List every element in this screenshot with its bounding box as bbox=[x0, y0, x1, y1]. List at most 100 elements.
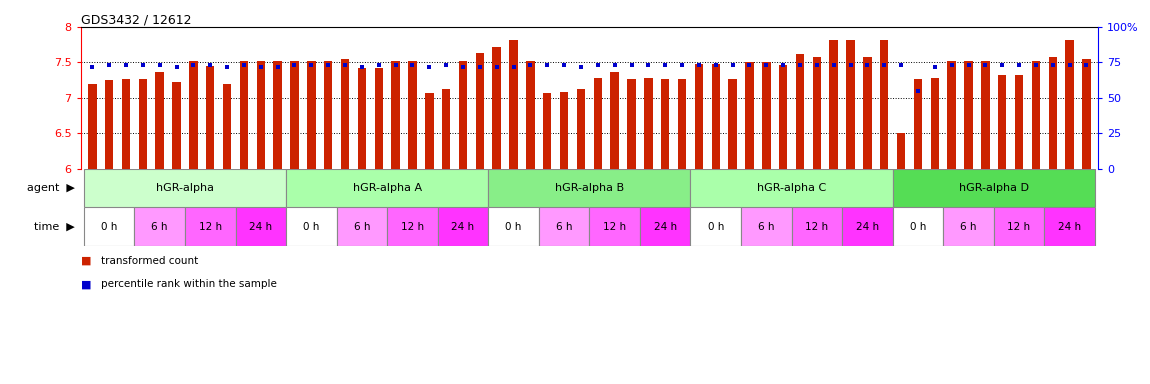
Bar bbox=[375, 68, 383, 169]
Bar bbox=[543, 93, 552, 169]
Text: 24 h: 24 h bbox=[653, 222, 676, 232]
Text: 0 h: 0 h bbox=[304, 222, 320, 232]
Bar bbox=[89, 84, 97, 169]
Bar bbox=[290, 61, 299, 169]
Bar bbox=[324, 61, 332, 169]
Bar bbox=[644, 78, 652, 169]
Bar bbox=[813, 58, 821, 169]
Bar bbox=[864, 57, 872, 169]
Bar bbox=[1014, 75, 1024, 169]
Bar bbox=[190, 61, 198, 169]
Text: 0 h: 0 h bbox=[707, 222, 724, 232]
Bar bbox=[695, 64, 703, 169]
Bar bbox=[438, 207, 489, 246]
Bar bbox=[1082, 59, 1090, 169]
Bar bbox=[539, 207, 590, 246]
Bar bbox=[358, 68, 366, 169]
Text: time  ▶: time ▶ bbox=[34, 222, 75, 232]
Bar bbox=[84, 207, 135, 246]
Bar bbox=[135, 207, 185, 246]
Bar bbox=[1049, 57, 1057, 169]
Text: ■: ■ bbox=[81, 256, 91, 266]
Bar bbox=[185, 207, 236, 246]
Bar bbox=[223, 84, 231, 169]
Bar bbox=[155, 72, 164, 169]
Text: 24 h: 24 h bbox=[452, 222, 475, 232]
Text: agent  ▶: agent ▶ bbox=[26, 183, 75, 193]
Bar bbox=[690, 169, 892, 207]
Bar bbox=[943, 207, 994, 246]
Bar bbox=[509, 40, 518, 169]
Bar bbox=[105, 80, 114, 169]
Text: hGR-alpha: hGR-alpha bbox=[156, 183, 214, 193]
Bar bbox=[527, 61, 535, 169]
Bar bbox=[611, 72, 619, 169]
Text: 12 h: 12 h bbox=[603, 222, 627, 232]
Bar bbox=[340, 59, 350, 169]
Bar bbox=[206, 66, 214, 169]
Bar bbox=[762, 62, 770, 169]
Text: 0 h: 0 h bbox=[910, 222, 926, 232]
Text: hGR-alpha B: hGR-alpha B bbox=[554, 183, 624, 193]
Text: hGR-alpha A: hGR-alpha A bbox=[353, 183, 422, 193]
Bar bbox=[728, 79, 737, 169]
Bar bbox=[577, 89, 585, 169]
Bar bbox=[492, 47, 501, 169]
Bar bbox=[239, 61, 248, 169]
Bar bbox=[274, 61, 282, 169]
Bar bbox=[236, 207, 286, 246]
Text: percentile rank within the sample: percentile rank within the sample bbox=[101, 279, 277, 289]
Bar bbox=[842, 207, 892, 246]
Bar bbox=[930, 78, 940, 169]
Bar bbox=[408, 61, 416, 169]
Bar bbox=[256, 61, 264, 169]
Bar bbox=[459, 61, 467, 169]
Bar bbox=[677, 79, 687, 169]
Bar bbox=[307, 61, 315, 169]
Bar bbox=[337, 207, 388, 246]
Text: 6 h: 6 h bbox=[555, 222, 573, 232]
Bar bbox=[791, 207, 842, 246]
Bar bbox=[139, 79, 147, 169]
Bar bbox=[745, 62, 753, 169]
Text: 6 h: 6 h bbox=[354, 222, 370, 232]
Text: ■: ■ bbox=[81, 279, 91, 289]
Bar bbox=[948, 61, 956, 169]
Text: GDS3432 / 12612: GDS3432 / 12612 bbox=[81, 14, 191, 27]
Bar bbox=[892, 169, 1095, 207]
Bar bbox=[914, 79, 922, 169]
Bar bbox=[426, 93, 434, 169]
Bar bbox=[442, 89, 451, 169]
Bar bbox=[741, 207, 791, 246]
Text: 24 h: 24 h bbox=[856, 222, 879, 232]
Bar bbox=[286, 169, 489, 207]
Text: 0 h: 0 h bbox=[505, 222, 522, 232]
Bar bbox=[489, 169, 690, 207]
Bar bbox=[690, 207, 741, 246]
Bar bbox=[846, 40, 854, 169]
Bar bbox=[712, 64, 720, 169]
Bar bbox=[122, 79, 130, 169]
Bar bbox=[829, 40, 838, 169]
Text: 24 h: 24 h bbox=[250, 222, 273, 232]
Text: 6 h: 6 h bbox=[152, 222, 168, 232]
Text: 12 h: 12 h bbox=[1007, 222, 1030, 232]
Text: transformed count: transformed count bbox=[101, 256, 199, 266]
Bar bbox=[965, 61, 973, 169]
Bar bbox=[84, 169, 286, 207]
Text: 24 h: 24 h bbox=[1058, 222, 1081, 232]
Text: 12 h: 12 h bbox=[199, 222, 222, 232]
Bar bbox=[897, 134, 905, 169]
Text: 12 h: 12 h bbox=[805, 222, 828, 232]
Bar bbox=[476, 53, 484, 169]
Bar bbox=[589, 207, 639, 246]
Bar bbox=[661, 79, 669, 169]
Bar bbox=[489, 207, 539, 246]
Bar bbox=[560, 91, 568, 169]
Bar bbox=[172, 82, 181, 169]
Bar bbox=[998, 75, 1006, 169]
Bar bbox=[391, 61, 400, 169]
Bar bbox=[639, 207, 690, 246]
Text: hGR-alpha D: hGR-alpha D bbox=[959, 183, 1029, 193]
Text: 6 h: 6 h bbox=[758, 222, 775, 232]
